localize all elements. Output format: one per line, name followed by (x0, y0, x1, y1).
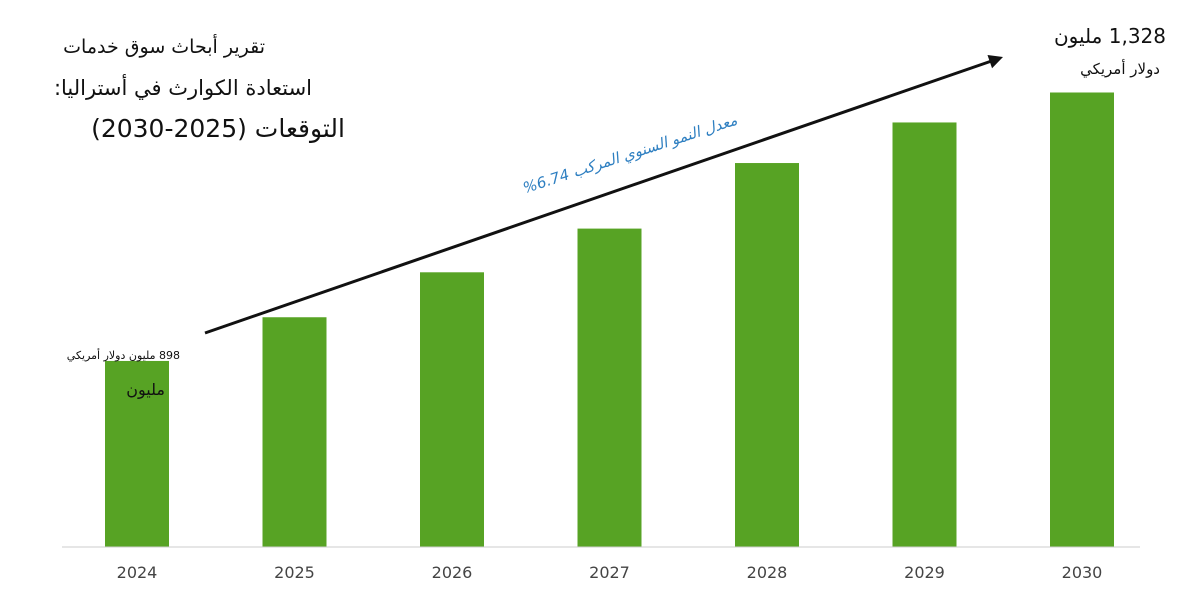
x-tick-2030: 2030 (1062, 563, 1103, 582)
start-unit-label: مليون (126, 380, 165, 399)
bar-2027 (577, 228, 642, 547)
bar-2024 (105, 360, 169, 547)
bars-group (105, 92, 1114, 548)
x-tick-labels: 2024 2025 2026 2027 2028 2029 2030 (117, 563, 1103, 582)
x-tick-2029: 2029 (904, 563, 945, 582)
bar-2028 (735, 163, 799, 548)
end-value-label: 1,328 مليون (1053, 24, 1166, 48)
title-line-2: استعادة الكوارث في أستراليا: (53, 76, 312, 100)
x-tick-2028: 2028 (747, 563, 788, 582)
x-tick-2027: 2027 (589, 563, 630, 582)
growth-arrow (204, 54, 1003, 335)
growth-arrow-line (204, 59, 994, 335)
bar-2029 (892, 122, 957, 547)
title-line-3: التوقعات (2025-2030) (91, 114, 345, 143)
x-tick-2025: 2025 (274, 563, 315, 582)
title-line-1: تقرير أبحاث سوق خدمات (63, 36, 265, 58)
x-tick-2026: 2026 (432, 563, 473, 582)
start-value-label: 898 مليون دولار أمريكي (66, 349, 180, 362)
bar-2025 (262, 317, 327, 547)
end-unit-label: دولار أمريكي (1080, 60, 1160, 78)
bar-2026 (420, 272, 484, 547)
growth-arrow-head (987, 54, 1003, 69)
x-tick-2024: 2024 (117, 563, 158, 582)
bar-2030 (1050, 92, 1114, 548)
